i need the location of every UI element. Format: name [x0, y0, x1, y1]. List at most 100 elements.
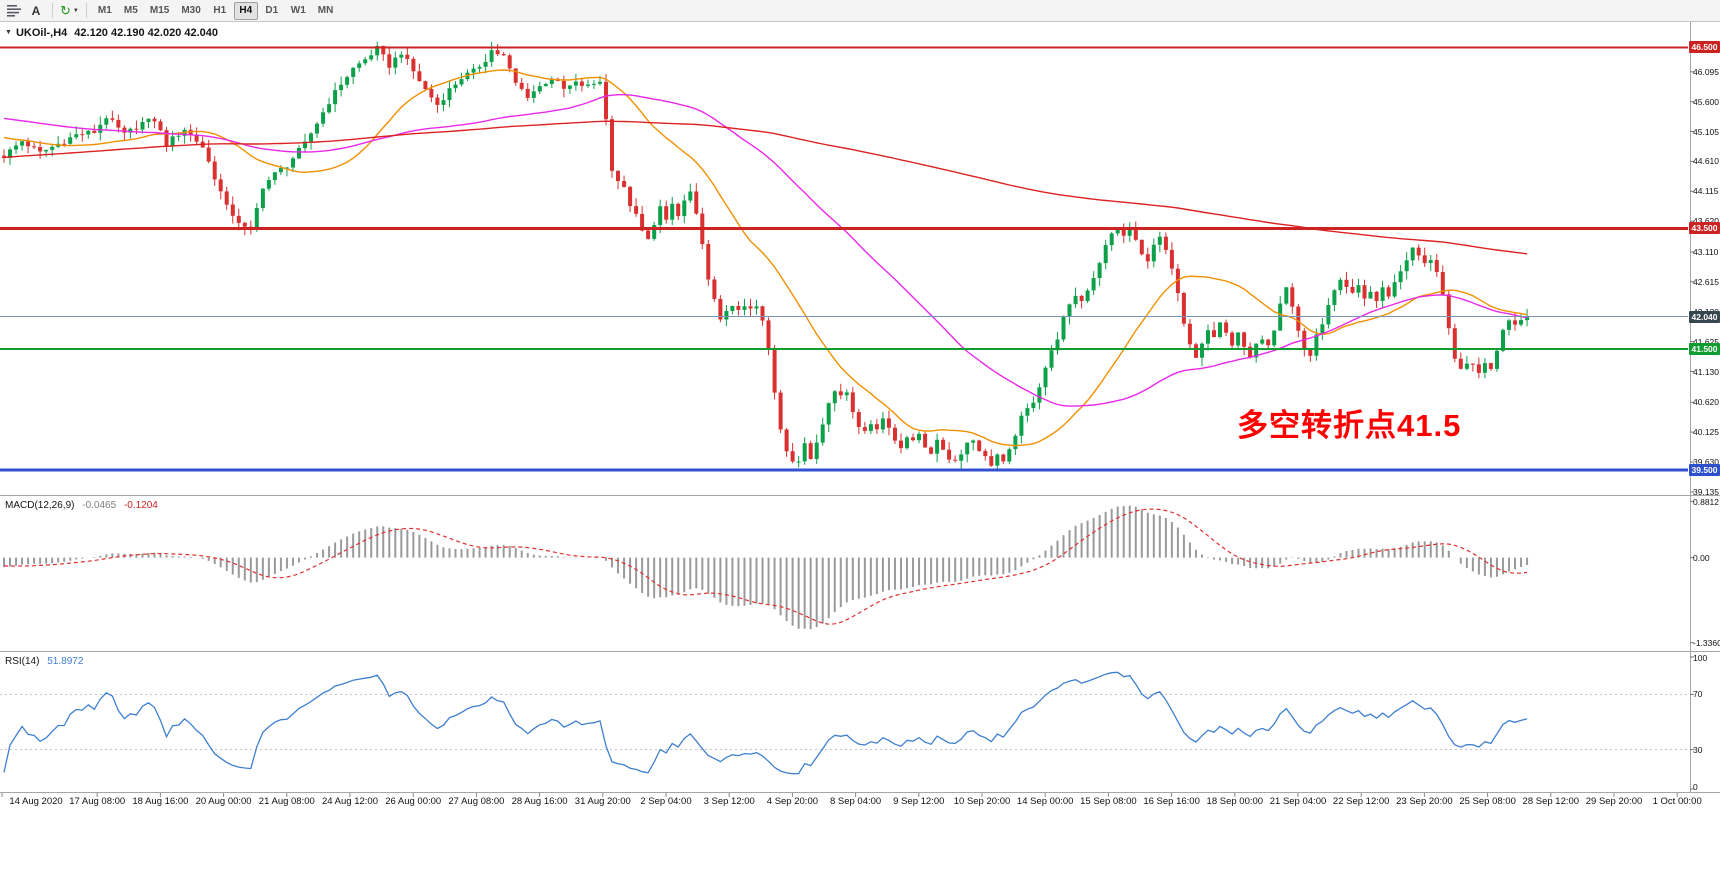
time-axis-label[interactable]: 24 Aug 12:00	[322, 796, 378, 807]
price-axis-label[interactable]: 45.600	[1693, 96, 1719, 107]
price-axis-label[interactable]: 43.110	[1693, 247, 1719, 257]
time-axis-label[interactable]: 28 Sep 12:00	[1522, 796, 1580, 807]
time-axis-label[interactable]: 9 Sep 12:00	[893, 796, 945, 807]
price-axis-label[interactable]: 45.105	[1693, 126, 1719, 137]
time-axis-label[interactable]: 21 Sep 04:00	[1269, 796, 1327, 807]
annotation-text[interactable]: 多空转折点41.5	[1237, 408, 1462, 443]
rsi-axis-label[interactable]: 0	[1693, 782, 1698, 792]
time-axis-label[interactable]: 29 Sep 20:00	[1585, 796, 1643, 807]
price-axis-label[interactable]: 40.125	[1693, 427, 1719, 438]
timeframe-button-mn[interactable]: MN	[317, 5, 334, 16]
time-axis-label[interactable]: 22 Sep 12:00	[1332, 796, 1390, 807]
timeframe-button-m5[interactable]: M5	[123, 5, 138, 16]
time-axis-label[interactable]: 3 Sep 12:00	[703, 796, 755, 807]
candle	[20, 141, 25, 146]
candle	[1356, 285, 1361, 293]
candle	[1194, 344, 1198, 358]
rsi-indicator-label: RSI(14) 51.8972	[5, 656, 83, 667]
timeframe-button-m30[interactable]: M30	[181, 5, 201, 16]
macd-axis-label[interactable]: 0.00	[1693, 552, 1710, 563]
macd-main-value: -0.0465	[82, 500, 117, 511]
macd-axis-label[interactable]: 0.8812	[1693, 497, 1719, 507]
candle	[838, 391, 843, 396]
time-axis-label[interactable]: 28 Aug 16:00	[511, 796, 568, 807]
price-axis-label[interactable]: 39.135	[1693, 486, 1719, 497]
candle	[1374, 291, 1379, 301]
price-axis-label[interactable]: 44.115	[1693, 186, 1719, 197]
time-axis-label[interactable]: 16 Sep 16:00	[1143, 796, 1200, 807]
price-axis-label[interactable]: 41.130	[1693, 366, 1719, 377]
candle	[1121, 229, 1126, 236]
time-axis-label[interactable]: 14 Sep 00:00	[1016, 796, 1074, 807]
cycle-icon: ↻	[60, 3, 71, 18]
candle	[98, 124, 103, 133]
time-axis-label[interactable]: 26 Aug 00:00	[385, 796, 442, 807]
candle	[1434, 260, 1439, 272]
time-axis-label[interactable]: 8 Sep 04:00	[829, 796, 882, 807]
price-axis-label[interactable]: 39.630	[1693, 457, 1719, 467]
time-axis-label[interactable]: 17 Aug 08:00	[69, 796, 126, 807]
price-axis-label[interactable]: 46.095	[1693, 66, 1719, 77]
candle	[1284, 287, 1289, 304]
time-axis-label[interactable]: 20 Aug 00:00	[195, 796, 252, 807]
candle	[971, 440, 976, 443]
chart-list-icon[interactable]	[4, 2, 24, 20]
time-axis-label[interactable]: 18 Sep 00:00	[1206, 796, 1264, 807]
timeframe-button-m15[interactable]: M15	[149, 5, 170, 16]
timeframe-button-h4[interactable]: H4	[233, 1, 258, 20]
rsi-axis-label[interactable]: 100	[1693, 653, 1708, 663]
candle	[1037, 387, 1042, 403]
rsi-axis-label[interactable]: 30	[1693, 744, 1703, 755]
annotation-a-icon[interactable]: A	[26, 2, 46, 20]
candle	[441, 100, 446, 105]
time-axis-label[interactable]: 2 Sep 04:00	[640, 796, 692, 807]
price-axis-label[interactable]: 43.620	[1693, 216, 1719, 227]
expander-icon[interactable]: ▼	[5, 29, 12, 36]
time-axis-label[interactable]: 10 Sep 20:00	[953, 796, 1011, 807]
time-axis-label[interactable]: 23 Sep 20:00	[1396, 796, 1453, 807]
candle	[333, 90, 338, 105]
timeframe-button-h1[interactable]: H1	[213, 5, 227, 16]
time-axis-label[interactable]: 14 Aug 2020	[9, 796, 63, 807]
candle	[796, 461, 801, 463]
price-axis-label[interactable]: 44.610	[1693, 156, 1719, 167]
timeframe-button-w1[interactable]: W1	[290, 5, 306, 16]
time-axis-label[interactable]: 25 Sep 08:00	[1459, 796, 1516, 807]
time-axis-label[interactable]: 15 Sep 08:00	[1080, 796, 1137, 807]
candle	[862, 427, 867, 431]
candle	[489, 50, 494, 62]
candle	[260, 188, 265, 208]
time-axis-label[interactable]: 27 Aug 08:00	[448, 796, 505, 807]
candle	[1163, 236, 1168, 250]
refresh-styles-icon[interactable]: ↻ ▼	[59, 2, 80, 20]
timeframe-button-d1[interactable]: D1	[265, 5, 279, 16]
candle	[736, 306, 741, 310]
candle	[567, 85, 572, 89]
candle	[616, 170, 620, 182]
candle	[1200, 343, 1204, 358]
candle	[507, 55, 512, 69]
candle	[435, 97, 440, 105]
time-axis-label[interactable]: 4 Sep 20:00	[766, 796, 819, 807]
price-axis-label[interactable]: 42.615	[1693, 276, 1719, 287]
time-axis-label[interactable]: 31 Aug 20:00	[574, 796, 631, 807]
candle	[483, 61, 488, 67]
timeframe-group: M1 M5 M15 M30 H1 H4 D1 W1 MN	[92, 1, 339, 20]
macd-axis-label[interactable]: -1.3360	[1693, 637, 1720, 648]
candle	[652, 225, 657, 239]
candle	[1187, 323, 1192, 345]
time-axis-label[interactable]: 18 Aug 16:00	[132, 796, 189, 807]
rsi-axis-label[interactable]: 70	[1693, 689, 1703, 700]
time-axis-label[interactable]: 21 Aug 08:00	[258, 796, 315, 807]
candle	[628, 186, 633, 207]
candle	[929, 447, 934, 454]
price-axis-label[interactable]: 41.625	[1693, 336, 1719, 347]
price-axis-label[interactable]: 40.620	[1693, 397, 1719, 408]
candle	[375, 45, 380, 56]
candle	[646, 230, 651, 239]
candle	[1097, 263, 1102, 278]
timeframe-button-m1[interactable]: M1	[97, 5, 112, 16]
time-axis-label[interactable]: 1 Oct 00:00	[1652, 796, 1702, 807]
ma-slow-line	[3, 120, 1528, 255]
